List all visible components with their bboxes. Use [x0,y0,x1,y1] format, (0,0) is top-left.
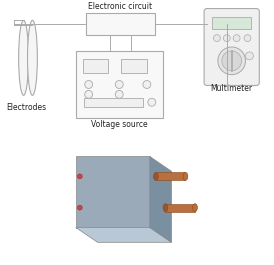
Ellipse shape [19,20,28,95]
FancyBboxPatch shape [204,8,259,86]
Polygon shape [150,157,172,242]
Bar [165,204,195,211]
Circle shape [85,90,93,98]
Circle shape [246,52,253,60]
Ellipse shape [183,173,188,180]
Circle shape [115,81,123,89]
Text: Electrodes: Electrodes [6,103,46,112]
Ellipse shape [27,20,37,95]
Circle shape [148,98,156,106]
Polygon shape [76,228,172,242]
Text: Voltage source: Voltage source [91,120,148,129]
Bar [84,98,143,107]
Circle shape [233,35,240,42]
Bar [83,59,109,73]
Polygon shape [76,157,150,228]
Ellipse shape [153,173,158,180]
Ellipse shape [77,174,82,179]
Bar [212,17,252,29]
Text: Electronic circuit: Electronic circuit [88,2,152,11]
Circle shape [115,90,123,98]
Circle shape [218,47,246,75]
Bar [156,173,185,180]
Ellipse shape [193,204,197,211]
Circle shape [244,35,251,42]
Circle shape [143,81,151,89]
Bar [121,59,147,73]
Circle shape [223,35,230,42]
Circle shape [85,81,93,89]
Bar [86,14,155,35]
Ellipse shape [77,205,82,210]
Circle shape [213,35,220,42]
Text: Multimeter: Multimeter [211,85,253,94]
Circle shape [222,51,242,71]
Bar [76,51,163,118]
Ellipse shape [163,204,168,211]
